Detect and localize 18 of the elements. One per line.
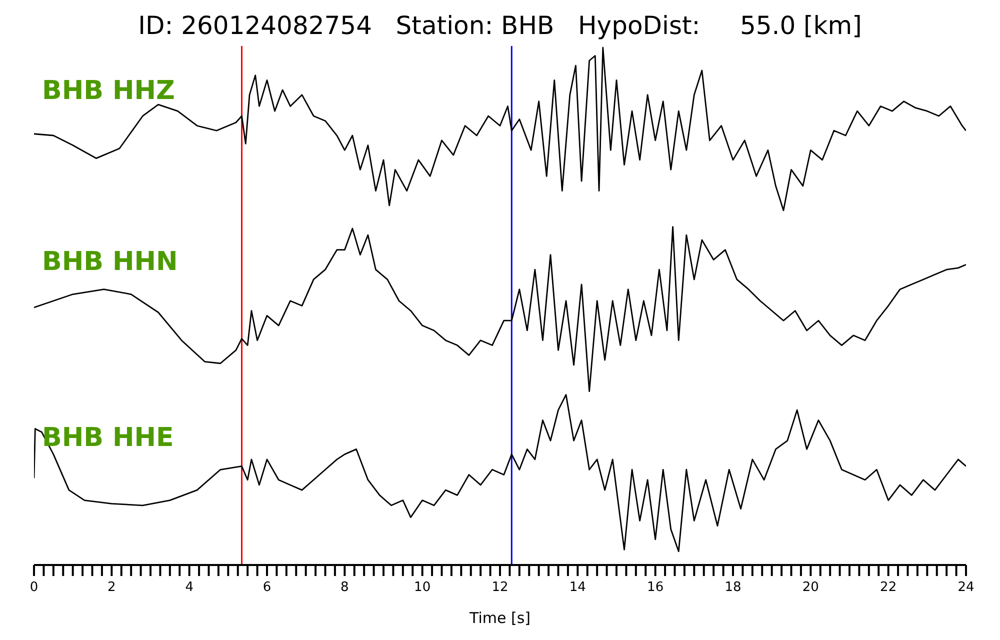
x-tick-label: 20 xyxy=(802,580,819,596)
x-tick-label: 18 xyxy=(724,580,742,596)
x-tick-label: 24 xyxy=(958,580,974,596)
x-tick-label: 8 xyxy=(340,580,349,596)
series-label: BHB HHN xyxy=(42,247,178,277)
series-label: BHB HHE xyxy=(42,423,174,453)
chart-title: ID: 260124082754 Station: BHB HypoDist: 55.0 [km] xyxy=(137,10,863,42)
x-tick-label: 2 xyxy=(108,580,116,596)
x-tick-label: 14 xyxy=(569,580,586,596)
x-tick-label: 0 xyxy=(30,580,38,596)
x-tick-label: 10 xyxy=(414,580,431,596)
x-tick-label: 22 xyxy=(880,580,897,596)
x-axis-title: Time [s] xyxy=(468,609,530,627)
x-tick-label: 6 xyxy=(262,580,272,596)
x-tick-label: 16 xyxy=(647,580,664,596)
x-tick-label: 4 xyxy=(185,580,194,596)
x-tick-label: 12 xyxy=(492,580,508,596)
series-label: BHB HHZ xyxy=(42,76,175,106)
